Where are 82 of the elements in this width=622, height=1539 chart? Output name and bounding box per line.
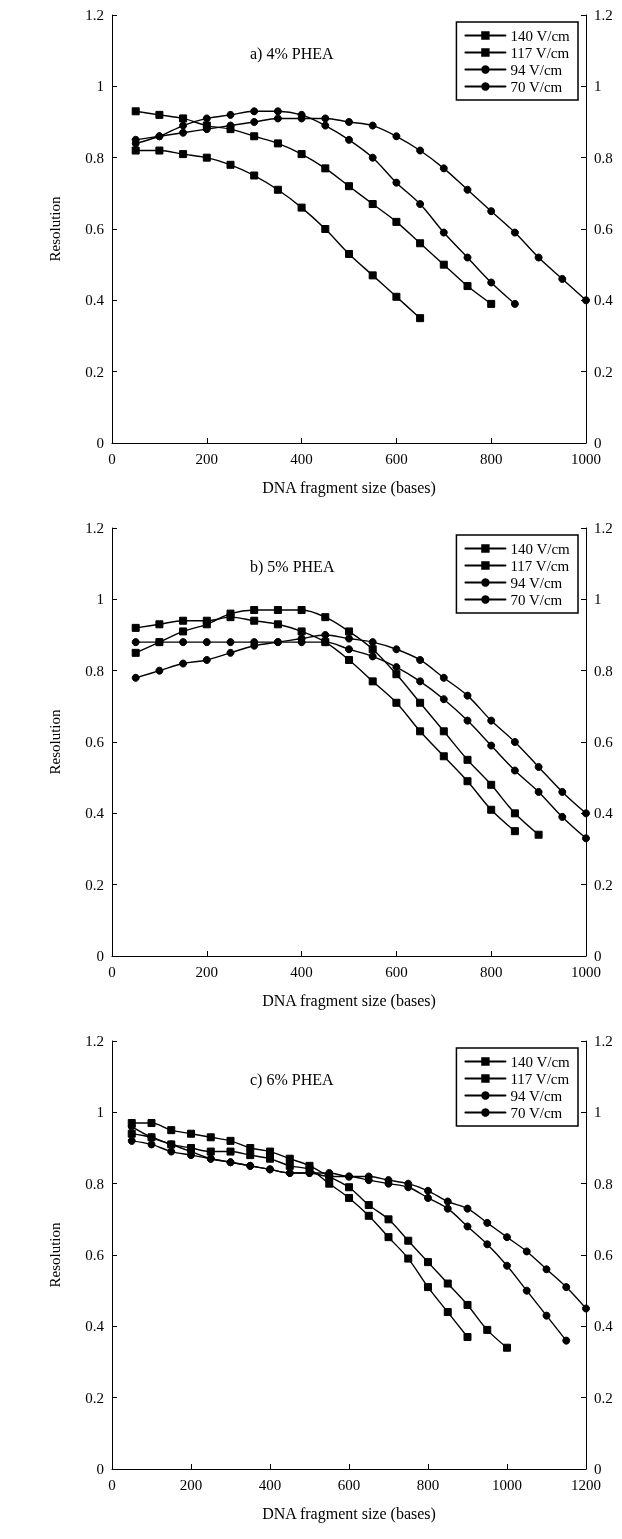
y2-tick-label: 0.2: [594, 876, 613, 893]
y2-tick-label: 0: [594, 435, 602, 451]
x-tick-label: 800: [416, 1476, 440, 1493]
x-tick-label: 600: [385, 963, 408, 980]
x-axis-title: DNA fragment size (bases): [262, 1504, 436, 1523]
legend-label: 117 V/cm: [510, 1070, 570, 1087]
y-tick-label: 1: [96, 78, 104, 95]
text: c) 6% PHEA: [250, 1070, 334, 1089]
legend-label: 94 V/cm: [510, 61, 563, 78]
y-tick-label: 0.2: [85, 1389, 104, 1406]
y2-tick-label: 1: [594, 591, 602, 608]
y2-tick-label: 0.6: [594, 734, 614, 750]
y-tick-label: 0: [96, 435, 104, 451]
y2-tick-label: 0.6: [594, 221, 614, 237]
x-tick-label: 200: [179, 1476, 203, 1493]
y2-tick-label: 0.8: [594, 662, 613, 679]
legend-label: 94 V/cm: [510, 1087, 563, 1104]
y2-tick-label: 0.4: [594, 292, 614, 309]
y-axis-title: Resolution: [46, 709, 63, 775]
y-tick-label: 0.4: [85, 1318, 105, 1335]
y2-tick-label: 1.2: [594, 7, 613, 23]
x-tick-label: 200: [195, 963, 219, 980]
y-tick-label: 0.4: [85, 292, 105, 309]
y-tick-label: 0: [96, 1461, 104, 1477]
y2-tick-label: 0.2: [594, 363, 613, 380]
x-tick-label: 600: [385, 450, 408, 467]
legend-label: 70 V/cm: [510, 591, 563, 608]
y-tick-label: 0.6: [85, 1247, 105, 1263]
y-tick-label: 0.8: [85, 149, 104, 166]
y-tick-label: 1: [96, 591, 104, 608]
x-tick-label: 600: [337, 1476, 361, 1493]
text: b) 5% PHEA: [250, 557, 335, 576]
x-tick-label: 0: [108, 963, 116, 980]
legend-label: 140 V/cm: [510, 540, 571, 557]
y-tick-label: 1.2: [85, 1033, 104, 1049]
x-tick-label: 800: [479, 450, 503, 467]
y2-tick-label: 1: [594, 78, 602, 95]
x-tick-label: 400: [258, 1476, 282, 1493]
y-tick-label: 0.2: [85, 363, 104, 380]
x-tick-label: 0: [108, 1476, 116, 1493]
text: a) 4% PHEA: [250, 44, 334, 63]
y2-tick-label: 0.6: [594, 1247, 614, 1263]
x-tick-label: 400: [290, 963, 313, 980]
legend-label: 117 V/cm: [510, 44, 570, 61]
x-tick-label: 0: [108, 450, 116, 467]
y2-tick-label: 0.4: [594, 1318, 614, 1335]
x-tick-label: 1000: [571, 450, 601, 467]
legend-label: 70 V/cm: [510, 1104, 563, 1121]
y-tick-label: 1.2: [85, 520, 104, 536]
y-tick-label: 0.8: [85, 662, 104, 679]
y2-tick-label: 1: [594, 1104, 602, 1121]
y2-tick-label: 0.4: [594, 805, 614, 822]
x-tick-label: 800: [479, 963, 503, 980]
x-tick-label: 1000: [492, 1476, 522, 1493]
y-tick-label: 0: [96, 948, 104, 964]
y2-tick-label: 0.2: [594, 1389, 613, 1406]
legend-label: 94 V/cm: [510, 574, 563, 591]
x-axis-title: DNA fragment size (bases): [262, 991, 436, 1010]
y-tick-label: 1.2: [85, 7, 104, 23]
y-tick-label: 1: [96, 1104, 104, 1121]
x-tick-label: 400: [290, 450, 313, 467]
legend-label: 117 V/cm: [510, 557, 570, 574]
y2-tick-label: 0.8: [594, 149, 613, 166]
y2-tick-label: 1.2: [594, 520, 613, 536]
x-axis-title: DNA fragment size (bases): [262, 478, 436, 497]
legend-label: 140 V/cm: [510, 27, 571, 44]
x-tick-label: 1000: [571, 963, 601, 980]
y2-tick-label: 0: [594, 1461, 602, 1477]
x-tick-label: 1200: [571, 1476, 601, 1493]
y-tick-label: 0.8: [85, 1175, 104, 1192]
y2-tick-label: 0: [594, 948, 602, 964]
y2-tick-label: 1.2: [594, 1033, 613, 1049]
y-axis-title: Resolution: [46, 1222, 63, 1288]
y-tick-label: 0.6: [85, 734, 105, 750]
legend-label: 70 V/cm: [510, 78, 563, 95]
y-tick-label: 0.4: [85, 805, 105, 822]
y2-tick-label: 0.8: [594, 1175, 613, 1192]
x-tick-label: 200: [195, 450, 219, 467]
y-tick-label: 0.2: [85, 876, 104, 893]
y-axis-title: Resolution: [46, 196, 63, 262]
y-tick-label: 0.6: [85, 221, 105, 237]
legend-label: 140 V/cm: [510, 1053, 571, 1070]
